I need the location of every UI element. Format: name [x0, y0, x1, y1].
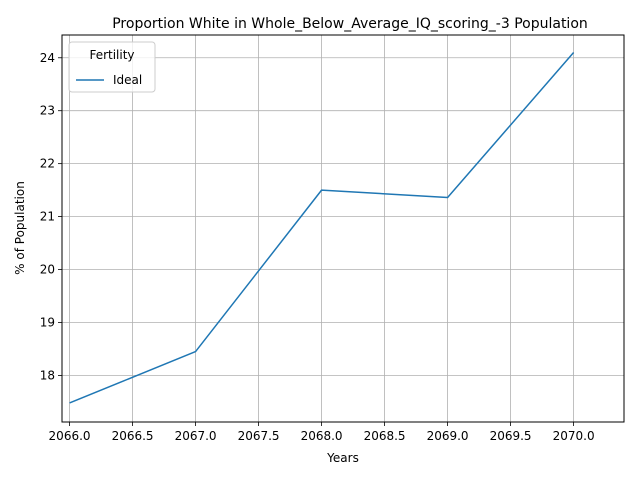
- y-axis-ticks: 18 19 20 21 22 23 24: [40, 51, 62, 382]
- series-layer: [69, 51, 575, 404]
- y-tick-label: 19: [40, 315, 55, 329]
- x-tick-label: 2066.5: [112, 429, 154, 443]
- y-axis-label: % of Population: [13, 181, 27, 275]
- y-tick-label: 21: [40, 210, 55, 224]
- x-tick-label: 2067.5: [238, 429, 280, 443]
- y-tick-label: 18: [40, 368, 55, 382]
- x-tick-label: 2070.0: [553, 429, 595, 443]
- legend: Fertility Ideal: [68, 41, 156, 93]
- x-axis-ticks: 2066.0 2066.5 2067.0 2067.5 2068.0 2068.5 2069…: [49, 422, 595, 443]
- grid-lines: [62, 35, 624, 422]
- chart-title: Proportion White in Whole_Below_Average_…: [112, 16, 588, 32]
- x-tick-label: 2069.5: [490, 429, 532, 443]
- x-tick-label: 2067.0: [175, 429, 217, 443]
- x-axis-label: Years: [326, 451, 359, 465]
- x-tick-label: 2066.0: [49, 429, 91, 443]
- y-tick-label: 22: [40, 157, 55, 171]
- legend-title: Fertility: [89, 48, 134, 62]
- y-tick-label: 20: [40, 263, 55, 277]
- plot-frame: [61, 34, 625, 423]
- x-tick-label: 2068.0: [301, 429, 343, 443]
- y-tick-label: 23: [40, 104, 55, 118]
- x-tick-label: 2068.5: [364, 429, 406, 443]
- y-tick-label: 24: [40, 51, 55, 65]
- x-tick-label: 2069.0: [427, 429, 469, 443]
- legend-label-ideal: Ideal: [113, 73, 142, 87]
